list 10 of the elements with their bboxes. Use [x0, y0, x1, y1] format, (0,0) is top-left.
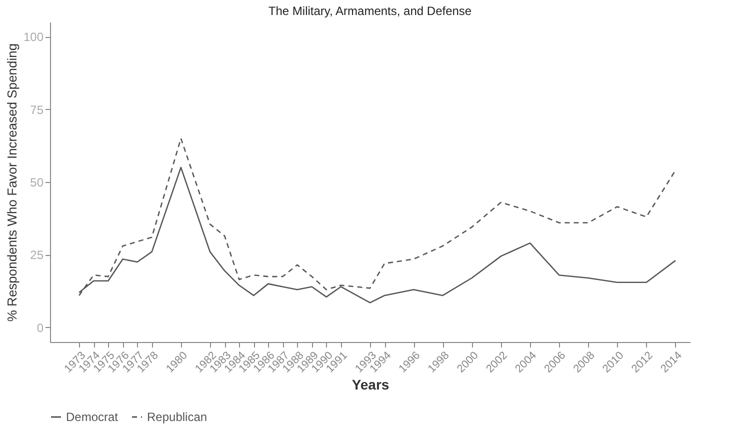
y-tick-label: 75	[30, 102, 44, 117]
y-tick-label: 0	[36, 320, 44, 335]
legend-label: Republican	[147, 410, 208, 424]
y-tick-label: 50	[30, 176, 44, 190]
chart-title: The Military, Armaments, and Defense	[268, 4, 472, 18]
y-axis-title: % Respondents Who Favor Increased Spending	[4, 43, 20, 322]
legend-label: Democrat	[66, 410, 119, 424]
x-axis-title: Years	[352, 376, 390, 393]
y-tick-label: 100	[23, 30, 44, 44]
y-tick-label: 25	[30, 248, 44, 262]
